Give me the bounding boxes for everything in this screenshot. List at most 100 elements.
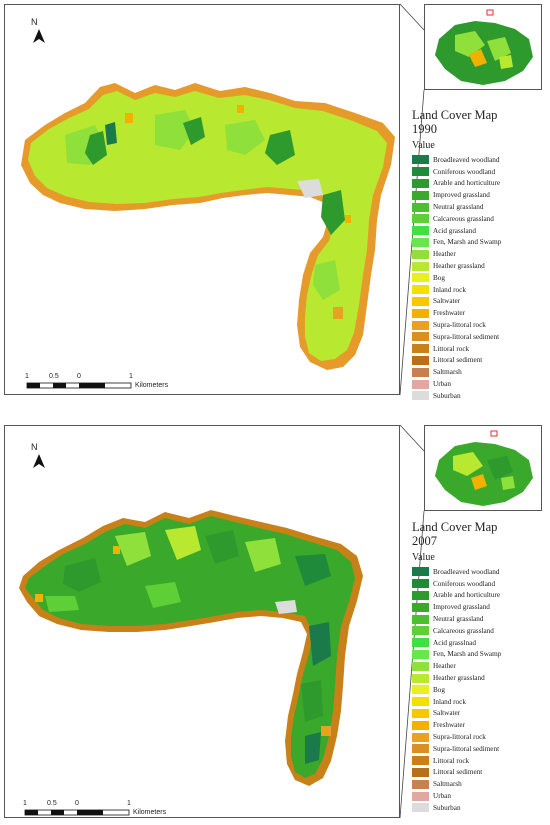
scale-tick: 0 [75, 800, 79, 807]
legend-item: Neutral grassland [412, 201, 550, 213]
legend-label: Arable and horticulture [433, 591, 501, 600]
legend-label: Coniferous woodland [433, 167, 496, 176]
legend-item: Supra-littoral rock [412, 731, 550, 743]
legend-swatch [412, 296, 429, 306]
map-panel-2007: N 1 0.5 0 1 Kilometers Land Cover Map 20… [0, 415, 550, 825]
scale-unit: Kilometers [133, 809, 167, 816]
legend-swatch [412, 649, 429, 659]
legend-swatch [412, 379, 429, 389]
legend-label: Freshwater [433, 721, 465, 730]
legend-swatch [412, 590, 429, 600]
legend-label: Broadleaved woodland [433, 155, 500, 164]
legend-label: Bog [433, 273, 445, 282]
legend-value-heading: Value [412, 140, 435, 151]
legend-item: Arable and horticulture [412, 590, 550, 602]
legend-swatch [412, 779, 429, 789]
north-label: N [31, 442, 38, 452]
legend-swatch [412, 214, 429, 224]
legend-label: Saltwater [433, 297, 461, 306]
legend-item: Urban [412, 378, 550, 390]
legend-label: Neutral grassland [433, 615, 484, 624]
legend-swatch [412, 261, 429, 271]
legend-label: Saltmarsh [433, 780, 462, 789]
legend-label: Calcareous grassland [433, 626, 494, 635]
legend-item: Littoral rock [412, 755, 550, 767]
legend-item: Arable and horticulture [412, 178, 550, 190]
legend-label: Heather grassland [433, 674, 485, 683]
legend-rows: Broadleaved woodland Coniferous woodland A… [412, 566, 550, 814]
legend-item: Littoral sediment [412, 767, 550, 779]
legend-swatch [412, 391, 429, 401]
legend-label: Inland rock [433, 285, 466, 294]
legend-swatch [412, 567, 429, 577]
legend-label: Acid grassland [433, 226, 476, 235]
legend-swatch [412, 273, 429, 283]
scale-tick: 0.5 [49, 373, 59, 380]
legend-swatch [412, 332, 429, 342]
legend-label: Heather [433, 662, 456, 671]
legend-label: Calcareous grassland [433, 214, 494, 223]
legend-item: Saltmarsh [412, 366, 550, 378]
legend-swatch [412, 155, 429, 165]
scale-unit: Kilometers [135, 382, 169, 389]
legend-item: Littoral sediment [412, 355, 550, 367]
legend-swatch [412, 756, 429, 766]
legend-item: Coniferous woodland [412, 166, 550, 178]
legend-swatch [412, 202, 429, 212]
legend-item: Neutral grassland [412, 613, 550, 625]
legend: Land Cover Map 1990 Value Broadleaved wo… [412, 108, 550, 402]
legend-label: Supra-littoral rock [433, 733, 486, 742]
legend-label: Broadleaved woodland [433, 567, 500, 576]
scale-tick: 1 [25, 373, 29, 380]
legend-swatch [412, 685, 429, 695]
legend-value-heading: Value [412, 552, 435, 563]
legend-label: Improved grassland [433, 603, 490, 612]
legend-item: Coniferous woodland [412, 578, 550, 590]
scale-tick: 1 [127, 800, 131, 807]
legend-item: Heather [412, 660, 550, 672]
legend-item: Improved grassland [412, 601, 550, 613]
map-frame: N 1 0.5 0 1 Kilometers [4, 4, 400, 395]
legend-item: Urban [412, 790, 550, 802]
land-cover-map [21, 29, 395, 389]
legend-item: Freshwater [412, 719, 550, 731]
legend-label: Fen, Marsh and Swamp [433, 238, 502, 247]
legend-swatch [412, 638, 429, 648]
legend-item: Acid grasslnad [412, 637, 550, 649]
island-land [28, 91, 387, 361]
legend-label: Fen, Marsh and Swamp [433, 650, 502, 659]
legend-label: Inland rock [433, 697, 466, 706]
legend-item: Saltmarsh [412, 778, 550, 790]
legend-item: Heather grassland [412, 260, 550, 272]
legend-label: Saltwater [433, 709, 461, 718]
legend-item: Supra-littoral sediment [412, 331, 550, 343]
scale-tick: 0 [77, 373, 81, 380]
legend-label: Acid grasslnad [433, 638, 476, 647]
legend-swatch [412, 367, 429, 377]
legend-rows: Broadleaved woodland Coniferous woodland A… [412, 154, 550, 402]
legend-item: Bog [412, 684, 550, 696]
inset-locator-map [424, 4, 542, 90]
legend-swatch [412, 602, 429, 612]
scale-tick: 1 [129, 373, 133, 380]
map-panel-1990: N 1 0.5 0 1 Kilometers Land Cover Map 19… [0, 0, 550, 402]
legend-swatch [412, 355, 429, 365]
legend-label: Suburban [433, 391, 461, 400]
legend-swatch [412, 308, 429, 318]
legend-label: Neutral grassland [433, 203, 484, 212]
legend-swatch [412, 744, 429, 754]
legend-label: Coniferous woodland [433, 579, 496, 588]
map-frame: N 1 0.5 0 1 Kilometers [4, 425, 400, 818]
legend-swatch [412, 697, 429, 707]
land-cover-map [19, 454, 363, 816]
legend-label: Littoral sediment [433, 768, 483, 777]
legend-swatch [412, 803, 429, 813]
legend-item: Heather [412, 248, 550, 260]
legend-swatch [412, 178, 429, 188]
legend-label: Heather [433, 250, 456, 259]
scale-bar [26, 382, 132, 389]
legend-year: 1990 [412, 122, 437, 136]
north-label: N [31, 17, 38, 27]
legend-item: Broadleaved woodland [412, 566, 550, 578]
legend-item: Calcareous grassland [412, 213, 550, 225]
